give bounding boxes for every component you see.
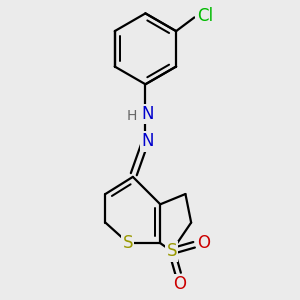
Text: Cl: Cl (196, 7, 213, 25)
Text: N: N (141, 132, 153, 150)
Text: O: O (173, 275, 186, 293)
Text: H: H (127, 109, 137, 123)
Text: O: O (197, 234, 210, 252)
Text: S: S (122, 234, 133, 252)
Text: S: S (167, 242, 177, 260)
Text: N: N (141, 105, 153, 123)
